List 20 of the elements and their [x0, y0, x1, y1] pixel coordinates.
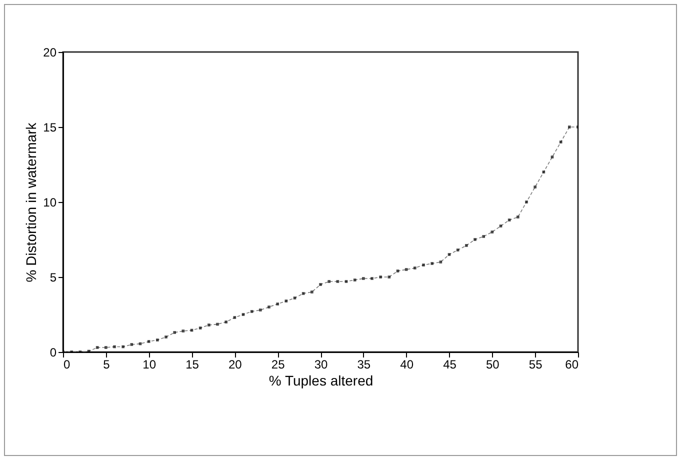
y-tick-label: 10	[43, 196, 57, 210]
x-tick-label: 55	[528, 358, 543, 372]
x-tick-label: 45	[443, 358, 457, 372]
x-tick-label: 30	[314, 358, 328, 372]
x-tick-label: 20	[228, 358, 242, 372]
x-tick-label: 5	[103, 358, 110, 372]
y-axis-title: % Distortion in watermark	[23, 122, 40, 282]
y-tick-label: 20	[43, 46, 57, 60]
x-tick-label: 10	[142, 358, 156, 372]
x-tick-label: 15	[186, 358, 200, 372]
x-tick-label: 35	[357, 358, 371, 372]
x-axis-title: % Tuples altered	[268, 372, 374, 388]
y-tick-label: 0	[50, 346, 57, 360]
x-tick-label: 40	[400, 358, 414, 372]
x-tick-label: 50	[486, 358, 500, 372]
x-tick-label: 60	[565, 358, 579, 372]
y-tick-label: 5	[50, 270, 57, 284]
x-tick-label: 25	[271, 358, 286, 372]
y-tick-label: 15	[43, 120, 57, 134]
x-tick-label: 0	[64, 358, 70, 372]
